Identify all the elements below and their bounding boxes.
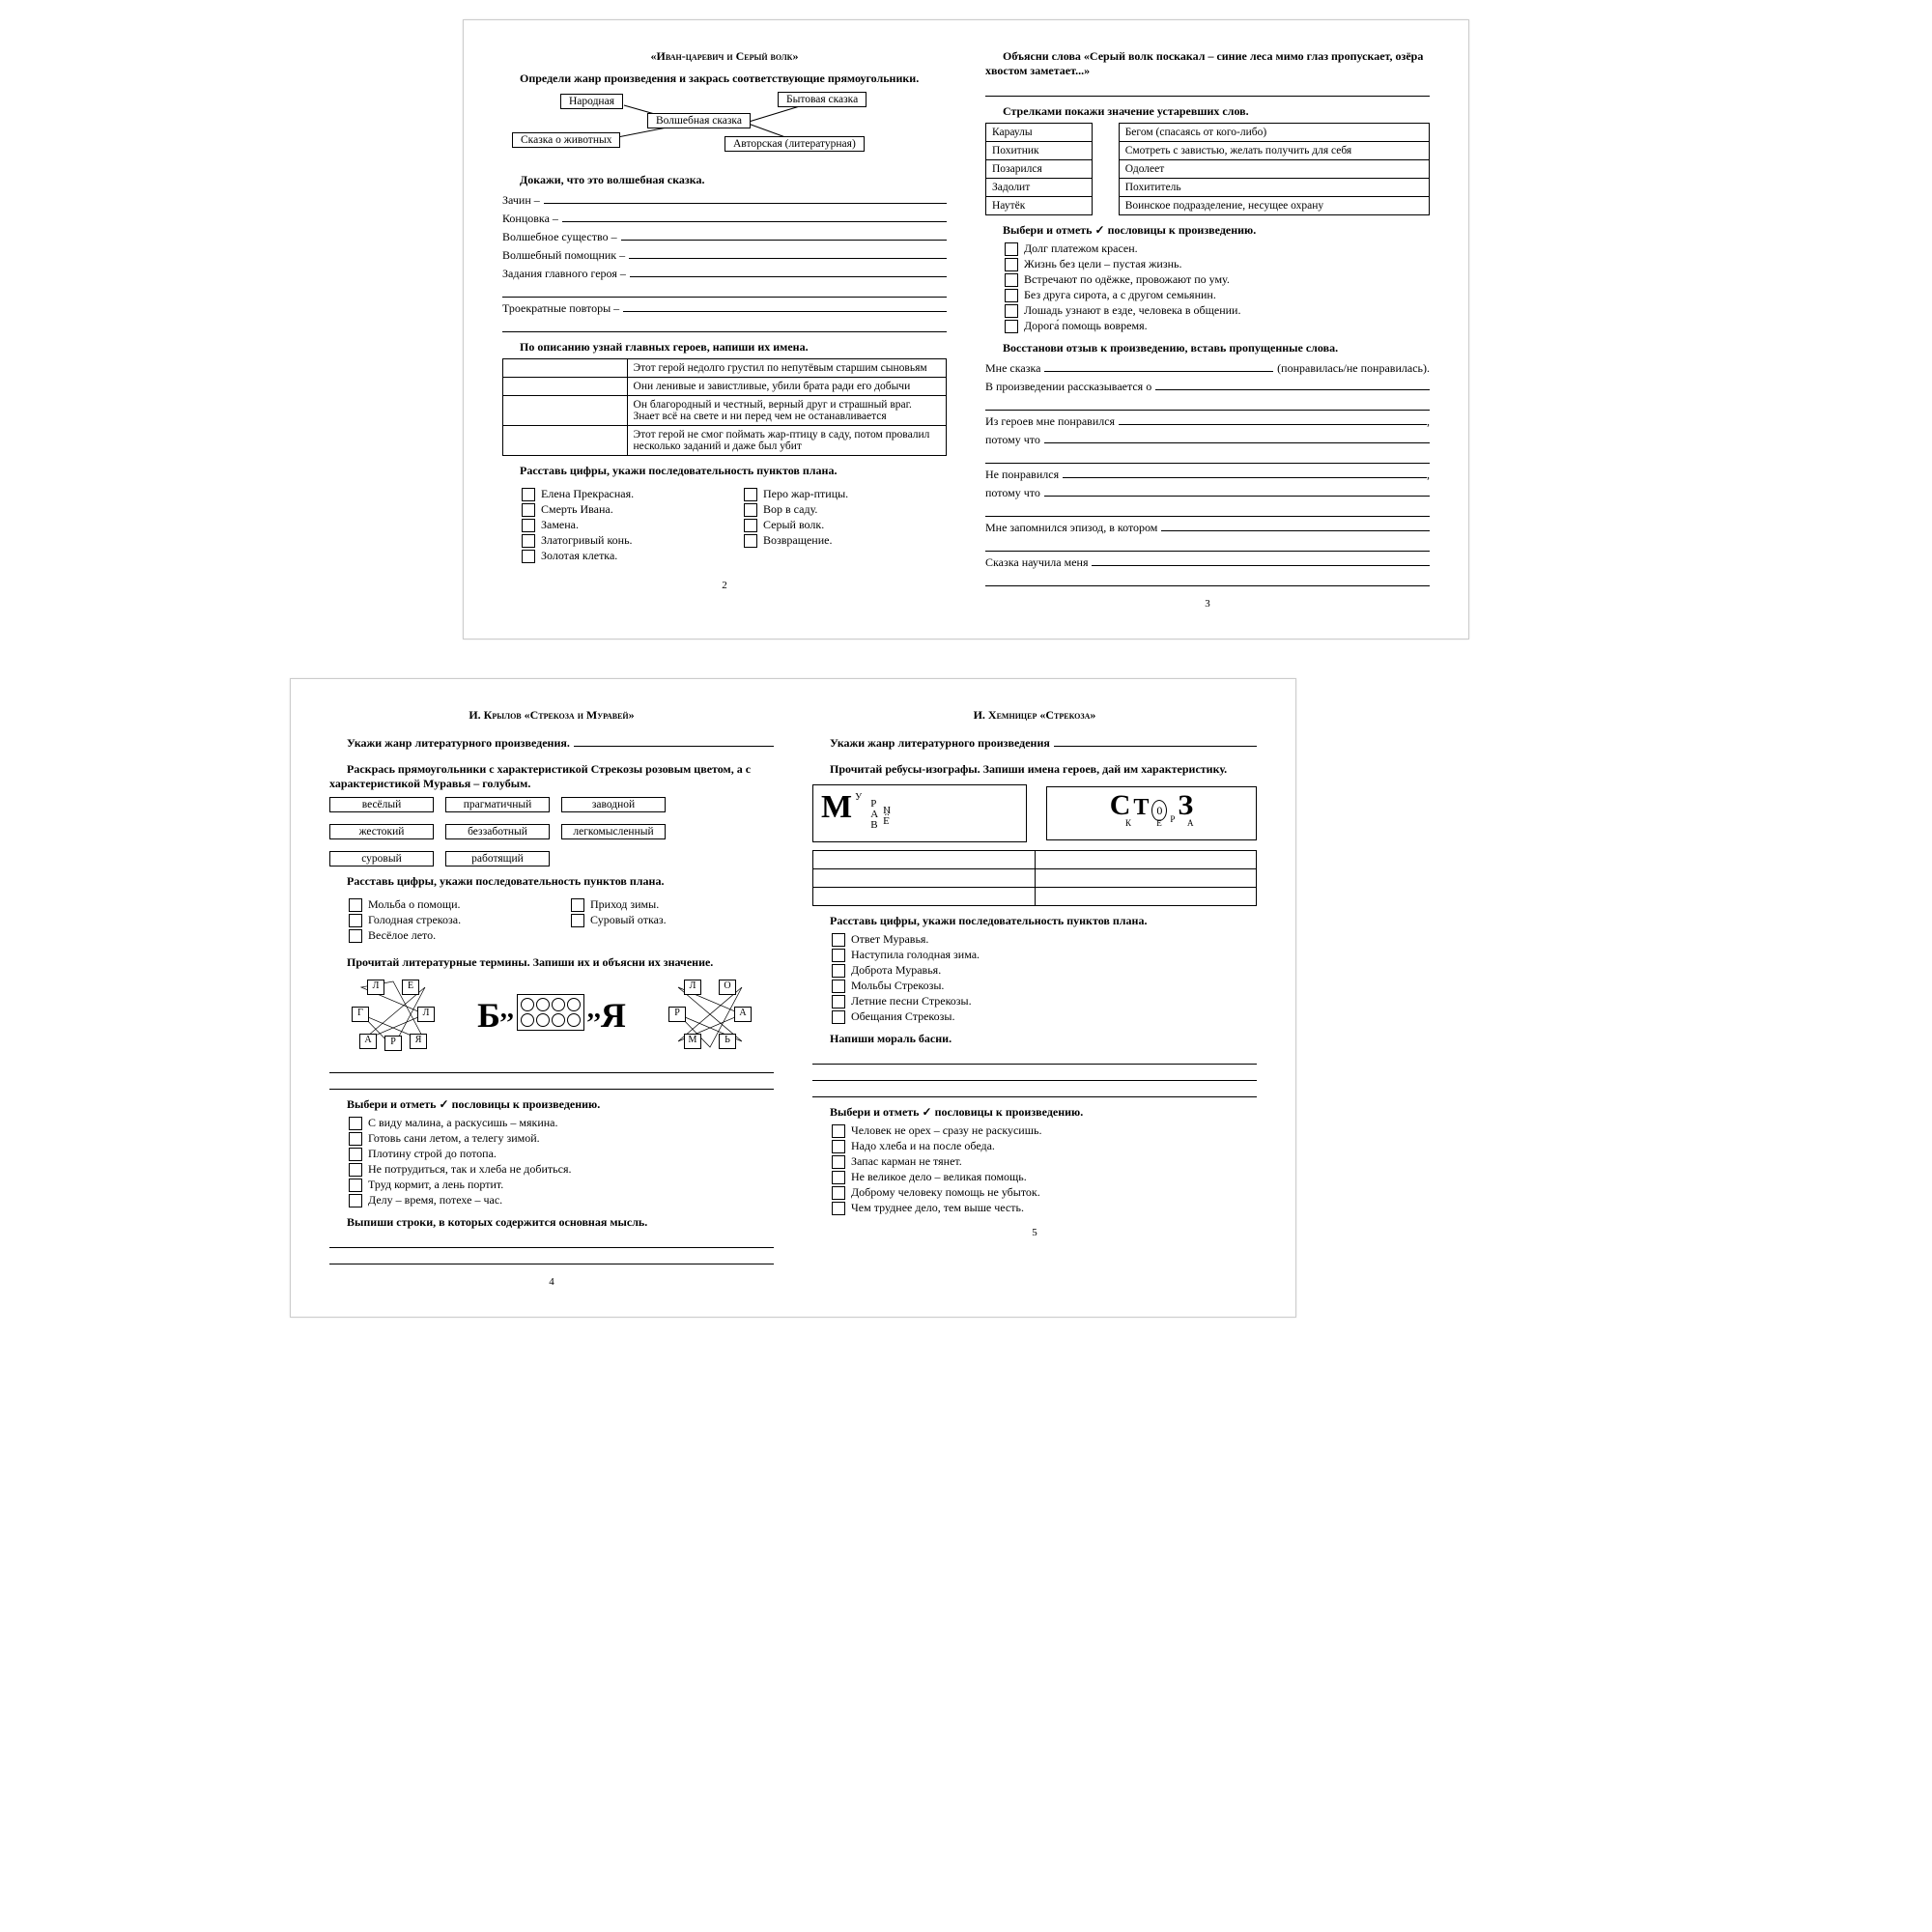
pagenum-3: 3 <box>985 598 1430 610</box>
rebus-row: М У РАВ ЕЙ С Т 0 Р З К Е А <box>812 784 1257 842</box>
tag-literary: Авторская (литературная) <box>724 136 865 152</box>
proof-4b <box>502 283 947 298</box>
proof-0: Зачин – <box>502 191 947 208</box>
tag-magic: Волшебная сказка <box>647 113 751 128</box>
rebus-1: М У РАВ ЕЙ <box>812 784 1027 842</box>
terms-diagram: Л Е Г Л А Р Я Б,, ,,Я Л <box>329 976 774 1053</box>
proof-2: Волшебное существо – <box>502 228 947 244</box>
pagenum-2: 2 <box>502 580 947 591</box>
hero-table: Этот герой недолго грустил по непутёвым … <box>502 358 947 456</box>
tag-animals: Сказка о животных <box>512 132 620 148</box>
instr-arrows: Стрелками покажи значение устаревших сло… <box>985 104 1430 119</box>
hero-1: Они ленивые и завистливые, убили брата р… <box>627 378 946 396</box>
rebus-answers <box>812 850 1257 906</box>
page-4: И. Крылов «Стрекоза и Муравей» Укажи жан… <box>329 708 774 1288</box>
sheet-1: «Иван-царевич и Серый волк» Определи жан… <box>463 19 1469 639</box>
plan-p2: Елена Прекрасная. Смерть Ивана. Замена. … <box>502 482 947 568</box>
instr-prove: Докажи, что это волшебная сказка. <box>502 173 947 187</box>
instr-plan-p4: Расставь цифры, укажи последовательность… <box>329 874 774 889</box>
page-3: Объясни слова «Серый волк поскакал – син… <box>985 49 1430 610</box>
proof-6: Троекратные повторы – <box>502 299 947 316</box>
title-p5: И. Хемницер «Стрекоза» <box>812 708 1257 723</box>
proof-1: Концовка – <box>502 210 947 226</box>
instr-explain: Объясни слова «Серый волк поскакал – син… <box>985 49 1430 78</box>
instr-color: Раскрась прямоугольники с характеристико… <box>329 762 774 791</box>
title-p4: И. Крылов «Стрекоза и Муравей» <box>329 708 774 723</box>
rebus-middle: Б,, ,,Я <box>477 994 626 1036</box>
pagenum-4: 4 <box>329 1276 774 1288</box>
instr-plan-p5: Расставь цифры, укажи последовательность… <box>812 914 1257 928</box>
page-2: «Иван-царевич и Серый волк» Определи жан… <box>502 49 947 610</box>
instr-genre: Определи жанр произведения и закрась соо… <box>502 71 947 86</box>
hero-0: Этот герой недолго грустил по непутёвым … <box>627 359 946 378</box>
tag-folk: Народная <box>560 94 623 109</box>
char-grid: весёлый прагматичный заводной жестокий б… <box>329 797 774 867</box>
instr-rebus: Прочитай ребусы-изографы. Запиши имена г… <box>812 762 1257 777</box>
proof-3: Волшебный помощник – <box>502 246 947 263</box>
tag-household: Бытовая сказка <box>778 92 867 107</box>
pagenum-5: 5 <box>812 1227 1257 1238</box>
instr-moral: Напиши мораль басни. <box>812 1032 1257 1046</box>
instr-proverbs-p4: Выбери и отметь ✓ пословицы к произведен… <box>329 1097 774 1112</box>
proof-6b <box>502 318 947 332</box>
genre-diagram: Народная Волшебная сказка Бытовая сказка… <box>502 90 947 165</box>
hero-3: Этот герой не смог поймать жар-птицу в с… <box>627 426 946 456</box>
instr-proverbs-p3: Выбери и отметь ✓ пословицы к произведен… <box>985 223 1430 238</box>
star-2: Л О Р А М Ь <box>667 976 753 1053</box>
spread-1: «Иван-царевич и Серый волк» Определи жан… <box>502 49 1430 610</box>
star-1: Л Е Г Л А Р Я <box>350 976 437 1053</box>
hero-2: Он благородный и честный, верный друг и … <box>627 396 946 426</box>
old-words-table: КараулыБегом (спасаясь от кого-либо) Пох… <box>985 123 1430 215</box>
sheet-2: И. Крылов «Стрекоза и Муравей» Укажи жан… <box>290 678 1296 1318</box>
instr-proverbs-p5: Выбери и отметь ✓ пословицы к произведен… <box>812 1105 1257 1120</box>
instr-main-idea: Выпиши строки, в которых содержится осно… <box>329 1215 774 1230</box>
proof-4: Задания главного героя – <box>502 265 947 281</box>
instr-review: Восстанови отзыв к произведению, вставь … <box>985 341 1430 355</box>
rebus-2: С Т 0 Р З К Е А <box>1046 786 1257 840</box>
instr-terms: Прочитай литературные термины. Запиши их… <box>329 955 774 970</box>
instr-heroes: По описанию узнай главных героев, напиши… <box>502 340 947 355</box>
instr-plan-p2: Расставь цифры, укажи последовательность… <box>502 464 947 478</box>
page-5: И. Хемницер «Стрекоза» Укажи жанр литера… <box>812 708 1257 1288</box>
proverbs-p3: Долг платежом красен. Жизнь без цели – п… <box>1005 242 1430 333</box>
title-p2: «Иван-царевич и Серый волк» <box>502 49 947 64</box>
spread-2: И. Крылов «Стрекоза и Муравей» Укажи жан… <box>329 708 1257 1288</box>
